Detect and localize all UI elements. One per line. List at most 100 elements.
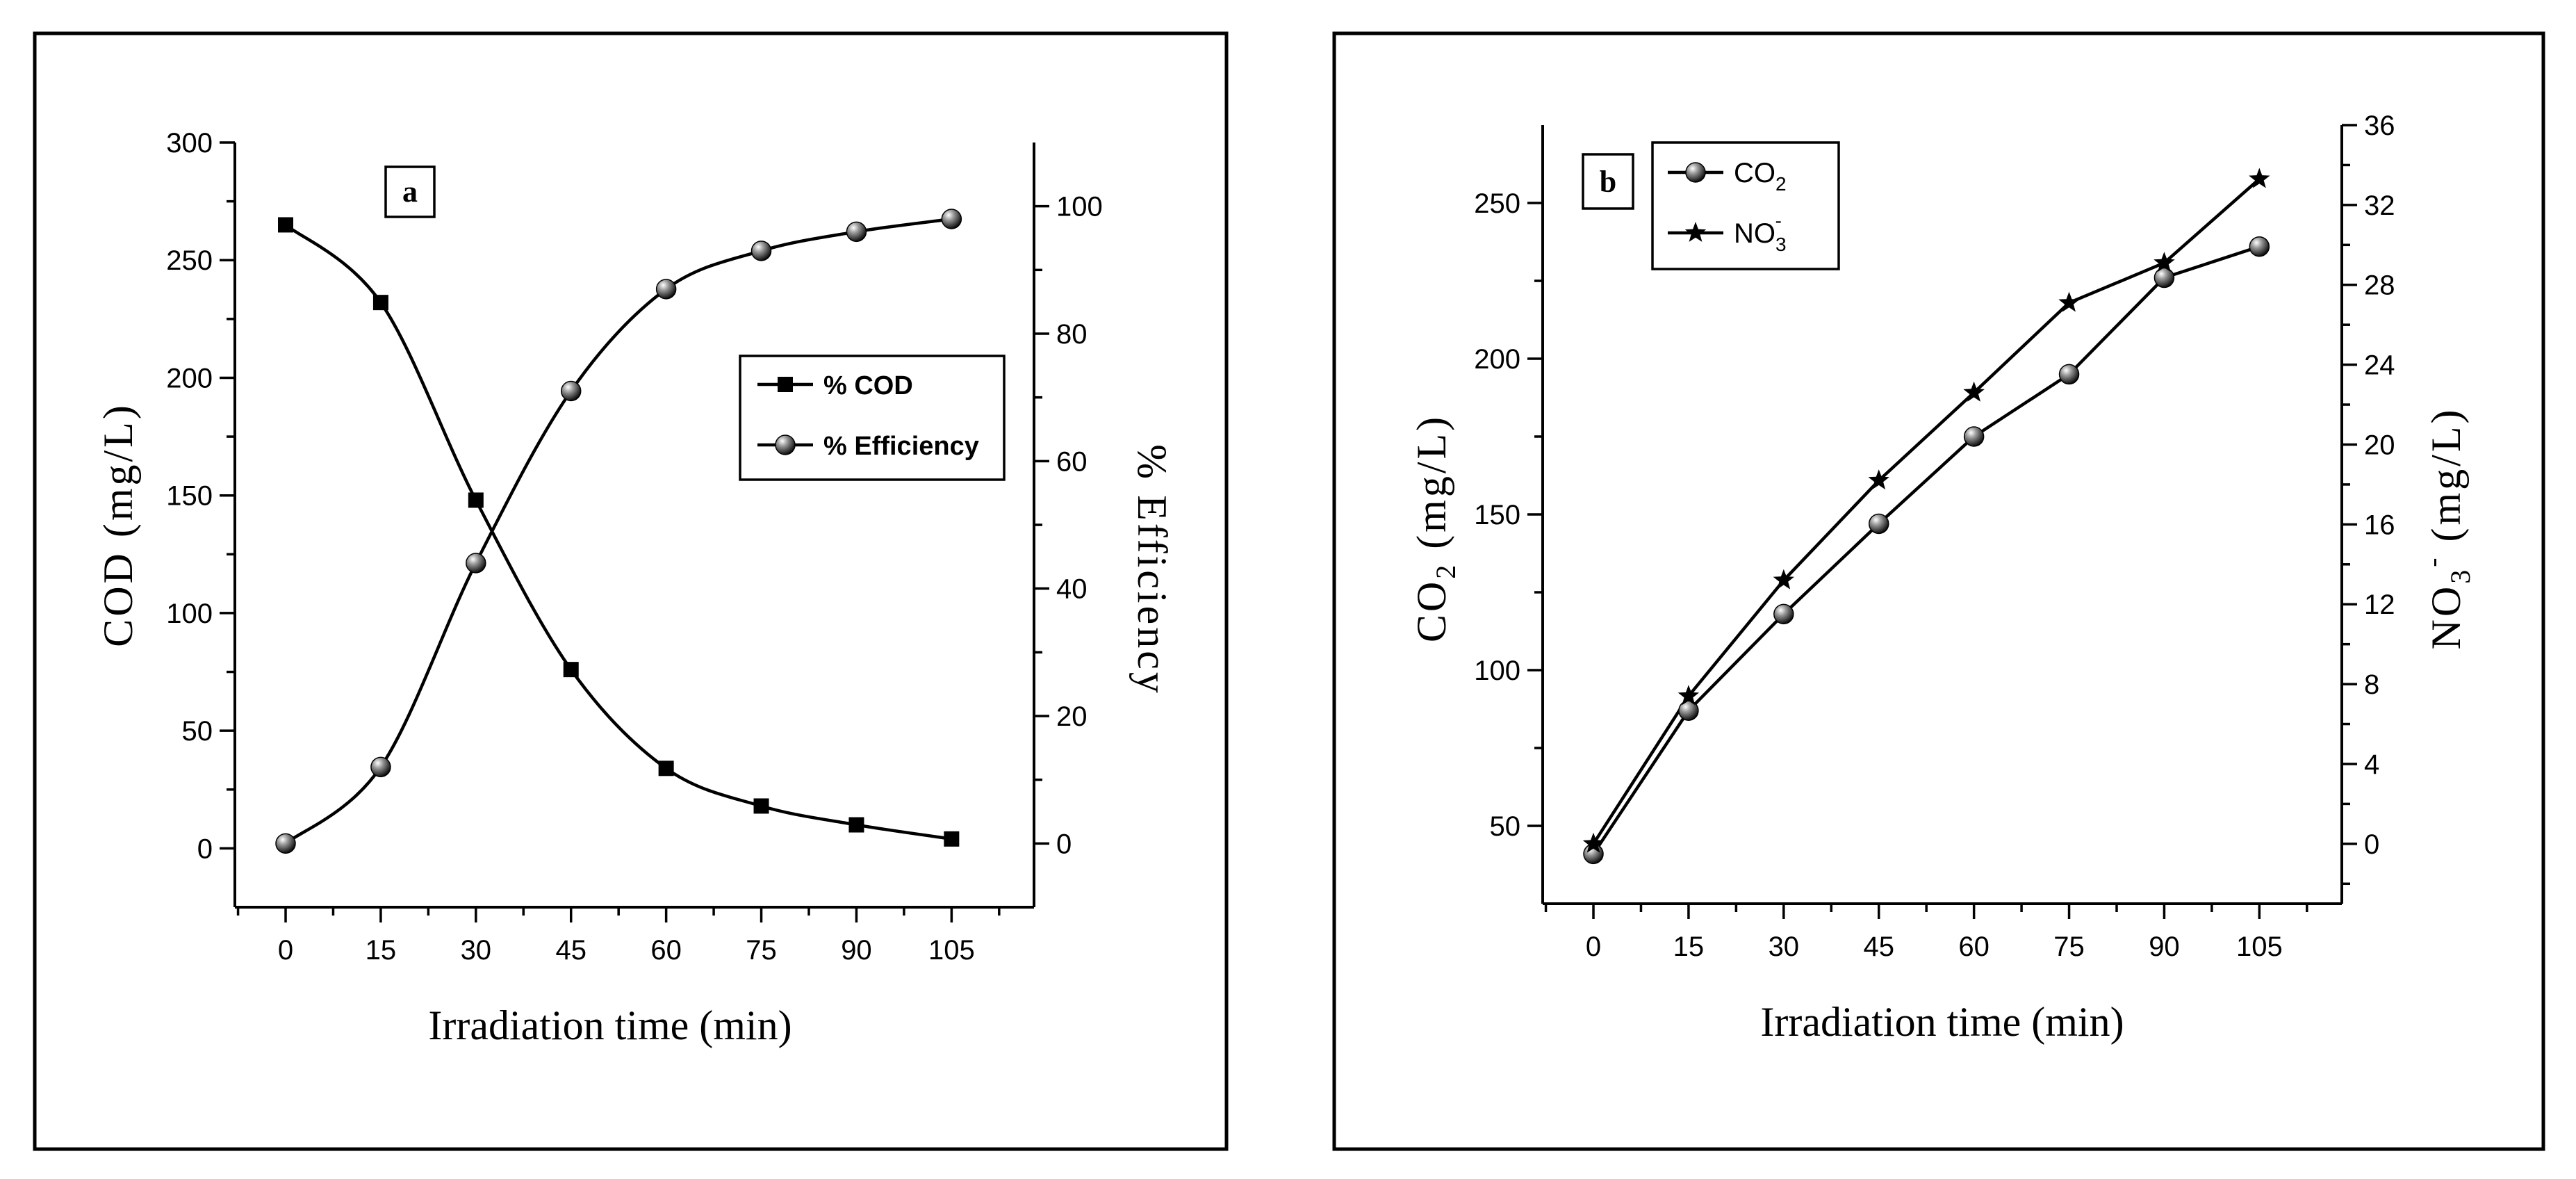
data-point-no3: [2153, 252, 2175, 273]
data-point-cod: [753, 798, 769, 814]
data-point-co2: [2058, 364, 2080, 385]
y-tick-label-left: 150: [166, 481, 213, 512]
x-tick-label: 60: [650, 935, 682, 966]
y-tick-label-right: 60: [1056, 446, 1088, 477]
panel-a-frame: [33, 31, 1229, 1151]
legend-label-no3-sub: 3: [1775, 234, 1787, 255]
data-point-cod: [658, 761, 674, 776]
data-point-no3: [2249, 168, 2270, 188]
y-tick-label-left: 100: [1474, 656, 1520, 686]
x-tick-label: 0: [278, 935, 293, 966]
data-point-co2: [1678, 700, 1699, 721]
y-axis-title-left-sub: 2: [1430, 562, 1461, 579]
data-point-co2: [1773, 603, 1794, 625]
y-tick-label-right: 16: [2364, 510, 2395, 540]
panel-tag-a: a: [402, 174, 418, 209]
data-point-cod: [468, 492, 484, 508]
data-point-cod: [372, 295, 388, 311]
legend-label-no3-sup: -: [1775, 210, 1782, 231]
data-point-co2: [2249, 236, 2270, 257]
data-point-no3: [1773, 569, 1794, 590]
legend-marker-no3: [1684, 222, 1707, 242]
y-tick-label-left: 200: [166, 363, 213, 393]
legend-label-co2-main: CO: [1734, 158, 1775, 188]
x-tick-label: 15: [366, 935, 397, 966]
series-line-cod: [284, 223, 952, 841]
x-tick-label: 75: [2053, 932, 2085, 962]
data-point-efficiency: [560, 380, 582, 402]
legend-a: [739, 355, 1006, 481]
data-point-co2: [1963, 426, 1985, 447]
y-tick-label-left: 50: [1490, 811, 1521, 842]
y-tick-label-right: 0: [2364, 829, 2379, 860]
x-tick-label: 45: [555, 935, 586, 966]
x-tick-label: 75: [746, 935, 777, 966]
x-tick-label: 0: [1586, 932, 1601, 962]
panel-a-chart: 0 15 30 45 60 75 90 105 0 50 100 150 200 250 300 0 20 40 6…: [95, 128, 1175, 1048]
data-point-efficiency: [941, 209, 962, 229]
data-point-efficiency: [275, 833, 296, 854]
data-point-no3: [1582, 832, 1605, 853]
y-tick-label-left: 250: [166, 245, 213, 276]
y-tick-label-right: 12: [2364, 590, 2395, 620]
y-axis-title-right: % Efficiency: [1129, 444, 1175, 696]
legend-label-cod: % COD: [823, 371, 913, 400]
data-point-co2: [1868, 513, 1889, 535]
y-tick-label-left: 150: [1474, 500, 1520, 530]
legend-label-co2-sub: 2: [1775, 173, 1787, 195]
data-point-cod: [848, 817, 864, 833]
x-tick-label: 90: [841, 935, 872, 966]
x-tick-label: 60: [1958, 932, 1990, 962]
y-axis-title-right-sup: -: [2417, 555, 2448, 567]
legend-marker-co2: [1685, 162, 1706, 183]
x-tick-label: 15: [1673, 932, 1705, 962]
y-tick-label-right: 4: [2364, 749, 2379, 780]
legend-label-efficiency: % Efficiency: [823, 432, 979, 461]
data-point-efficiency: [466, 553, 486, 574]
legend-label-no3-main: NO: [1734, 218, 1775, 249]
data-point-cod: [563, 662, 579, 678]
panel-tag-b-box: [1582, 153, 1634, 210]
legend-b: [1651, 141, 1840, 270]
data-point-cod: [278, 217, 294, 233]
data-point-no3: [1677, 685, 1700, 706]
panel-b-chart: 0 15 30 45 60 75 90 105 50 100 150 200 250 0 4 8 12 16 20 2…: [1409, 111, 2476, 1045]
y-tick-label-right: 20: [2364, 430, 2395, 460]
y-tick-label-right: 40: [1056, 574, 1088, 605]
y-axis-title-left: CO2 (mg/L): [1409, 414, 1461, 642]
legend-label-co2: CO2: [1734, 158, 1787, 195]
panel-tag-a-box: [384, 165, 436, 218]
y-axis-title-left-tail: (mg/L): [1409, 414, 1454, 562]
panel-tag-b: b: [1600, 165, 1616, 199]
data-point-no3: [1868, 469, 1889, 490]
data-point-cod: [944, 831, 960, 847]
y-tick-label-right: 36: [2364, 111, 2395, 141]
y-tick-label-right: 24: [2364, 350, 2395, 381]
legend-marker-efficiency: [775, 434, 796, 455]
series-line-no3: [1592, 177, 2261, 845]
x-axis-title: Irradiation time (min): [428, 1002, 791, 1048]
x-tick-label: 105: [2236, 932, 2283, 962]
y-tick-label-right: 8: [2364, 669, 2379, 700]
y-tick-label-left: 100: [166, 599, 213, 629]
data-point-efficiency: [655, 279, 677, 300]
y-tick-label-left: 0: [197, 834, 213, 864]
x-tick-label: 105: [928, 935, 975, 966]
data-point-no3: [2058, 291, 2080, 312]
x-tick-label: 30: [461, 935, 492, 966]
y-axis-title-left: COD (mg/L): [95, 403, 141, 647]
data-point-efficiency: [750, 241, 772, 261]
y-tick-label-right: 28: [2364, 270, 2395, 301]
y-tick-label-left: 250: [1474, 188, 1520, 219]
x-tick-label: 30: [1769, 932, 1800, 962]
y-tick-label-right: 32: [2364, 190, 2395, 221]
legend-marker-cod: [778, 377, 793, 392]
y-tick-label-right: 80: [1056, 319, 1088, 350]
y-tick-label-right: 20: [1056, 701, 1088, 732]
y-tick-label-left: 50: [182, 716, 213, 747]
x-tick-label: 90: [2149, 932, 2180, 962]
y-axis-title-right-sub: 3: [2445, 567, 2476, 584]
series-line-co2: [1592, 245, 2260, 855]
data-point-efficiency: [370, 756, 391, 778]
